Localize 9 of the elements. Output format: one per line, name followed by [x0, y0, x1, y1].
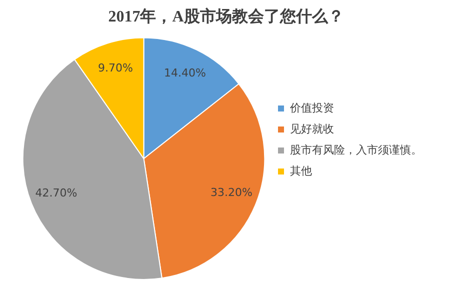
legend-label: 价值投资 [289, 101, 334, 114]
data-label: 33.20% [210, 186, 252, 200]
data-label: 9.70% [98, 62, 133, 74]
legend-label: 其他 [290, 164, 312, 178]
legend-label: 见好就收 [290, 122, 334, 136]
data-label: 42.70% [35, 186, 78, 200]
data-label: 14.40% [164, 66, 206, 80]
legend-label: 股市有风险，入市须谨慎。 [290, 143, 422, 156]
chart-title: 2017年，A股市场教会了您什么？ [108, 8, 344, 26]
